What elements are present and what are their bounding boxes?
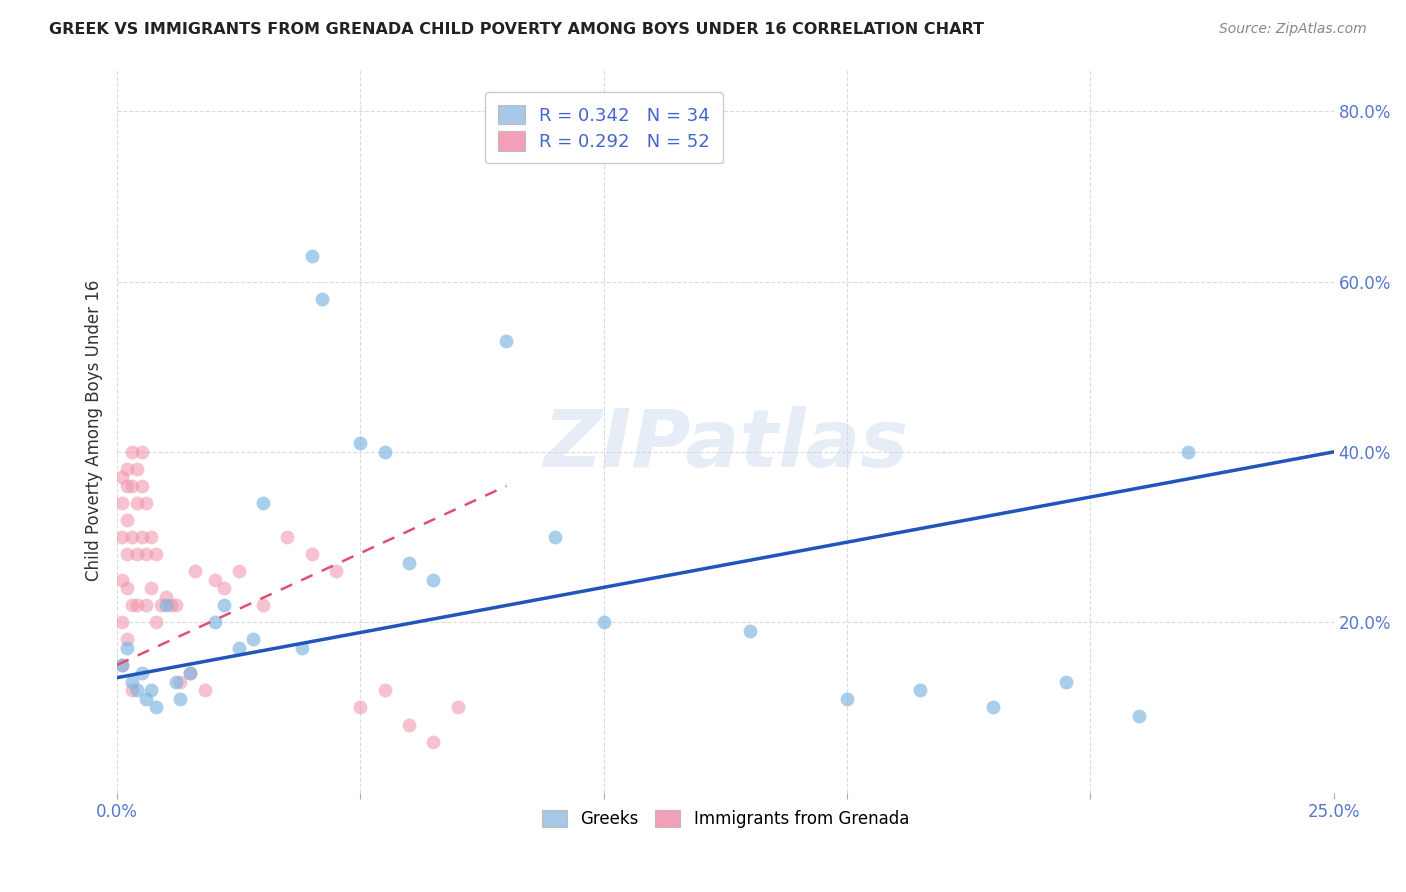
Point: [121, 530, 143, 544]
Point: [374, 683, 396, 698]
Point: [121, 683, 143, 698]
Point: [141, 683, 163, 698]
Point: [212, 599, 235, 613]
Point: [1054, 674, 1077, 689]
Point: [145, 615, 167, 630]
Legend: Greeks, Immigrants from Grenada: Greeks, Immigrants from Grenada: [536, 804, 915, 835]
Point: [194, 683, 217, 698]
Point: [135, 547, 157, 561]
Point: [179, 666, 201, 681]
Point: [135, 692, 157, 706]
Point: [111, 573, 134, 587]
Point: [276, 530, 298, 544]
Point: [115, 581, 138, 595]
Point: [738, 624, 761, 638]
Point: [111, 496, 134, 510]
Point: [169, 674, 191, 689]
Point: [165, 674, 187, 689]
Point: [159, 599, 181, 613]
Point: [141, 530, 163, 544]
Point: [242, 632, 264, 647]
Point: [349, 436, 371, 450]
Point: [212, 581, 235, 595]
Point: [125, 496, 148, 510]
Point: [291, 640, 314, 655]
Point: [115, 640, 138, 655]
Point: [131, 530, 153, 544]
Point: [1128, 709, 1150, 723]
Point: [301, 547, 323, 561]
Point: [204, 573, 226, 587]
Point: [121, 674, 143, 689]
Point: [111, 530, 134, 544]
Point: [135, 599, 157, 613]
Text: Source: ZipAtlas.com: Source: ZipAtlas.com: [1219, 22, 1367, 37]
Point: [252, 599, 274, 613]
Point: [228, 640, 250, 655]
Point: [131, 666, 153, 681]
Point: [149, 599, 172, 613]
Point: [135, 496, 157, 510]
Point: [125, 683, 148, 698]
Point: [252, 496, 274, 510]
Point: [131, 445, 153, 459]
Point: [111, 657, 134, 672]
Point: [981, 700, 1004, 714]
Point: [111, 470, 134, 484]
Point: [131, 479, 153, 493]
Point: [422, 573, 444, 587]
Y-axis label: Child Poverty Among Boys Under 16: Child Poverty Among Boys Under 16: [86, 280, 103, 582]
Point: [374, 445, 396, 459]
Point: [145, 547, 167, 561]
Text: GREEK VS IMMIGRANTS FROM GRENADA CHILD POVERTY AMONG BOYS UNDER 16 CORRELATION C: GREEK VS IMMIGRANTS FROM GRENADA CHILD P…: [49, 22, 984, 37]
Point: [228, 564, 250, 578]
Point: [155, 590, 177, 604]
Point: [422, 734, 444, 748]
Point: [115, 513, 138, 527]
Point: [311, 292, 333, 306]
Point: [115, 547, 138, 561]
Point: [544, 530, 567, 544]
Point: [141, 581, 163, 595]
Point: [495, 334, 517, 348]
Point: [1177, 445, 1199, 459]
Point: [184, 564, 207, 578]
Point: [835, 692, 858, 706]
Point: [204, 615, 226, 630]
Point: [121, 445, 143, 459]
Point: [169, 692, 191, 706]
Point: [111, 615, 134, 630]
Point: [908, 683, 931, 698]
Point: [121, 599, 143, 613]
Point: [349, 700, 371, 714]
Point: [325, 564, 347, 578]
Point: [447, 700, 470, 714]
Point: [115, 632, 138, 647]
Point: [121, 479, 143, 493]
Point: [115, 479, 138, 493]
Point: [179, 666, 201, 681]
Point: [145, 700, 167, 714]
Text: ZIPatlas: ZIPatlas: [543, 406, 908, 484]
Point: [592, 615, 614, 630]
Point: [398, 556, 420, 570]
Point: [125, 599, 148, 613]
Point: [165, 599, 187, 613]
Point: [398, 717, 420, 731]
Point: [115, 462, 138, 476]
Point: [125, 462, 148, 476]
Point: [301, 249, 323, 263]
Point: [125, 547, 148, 561]
Point: [155, 599, 177, 613]
Point: [111, 657, 134, 672]
